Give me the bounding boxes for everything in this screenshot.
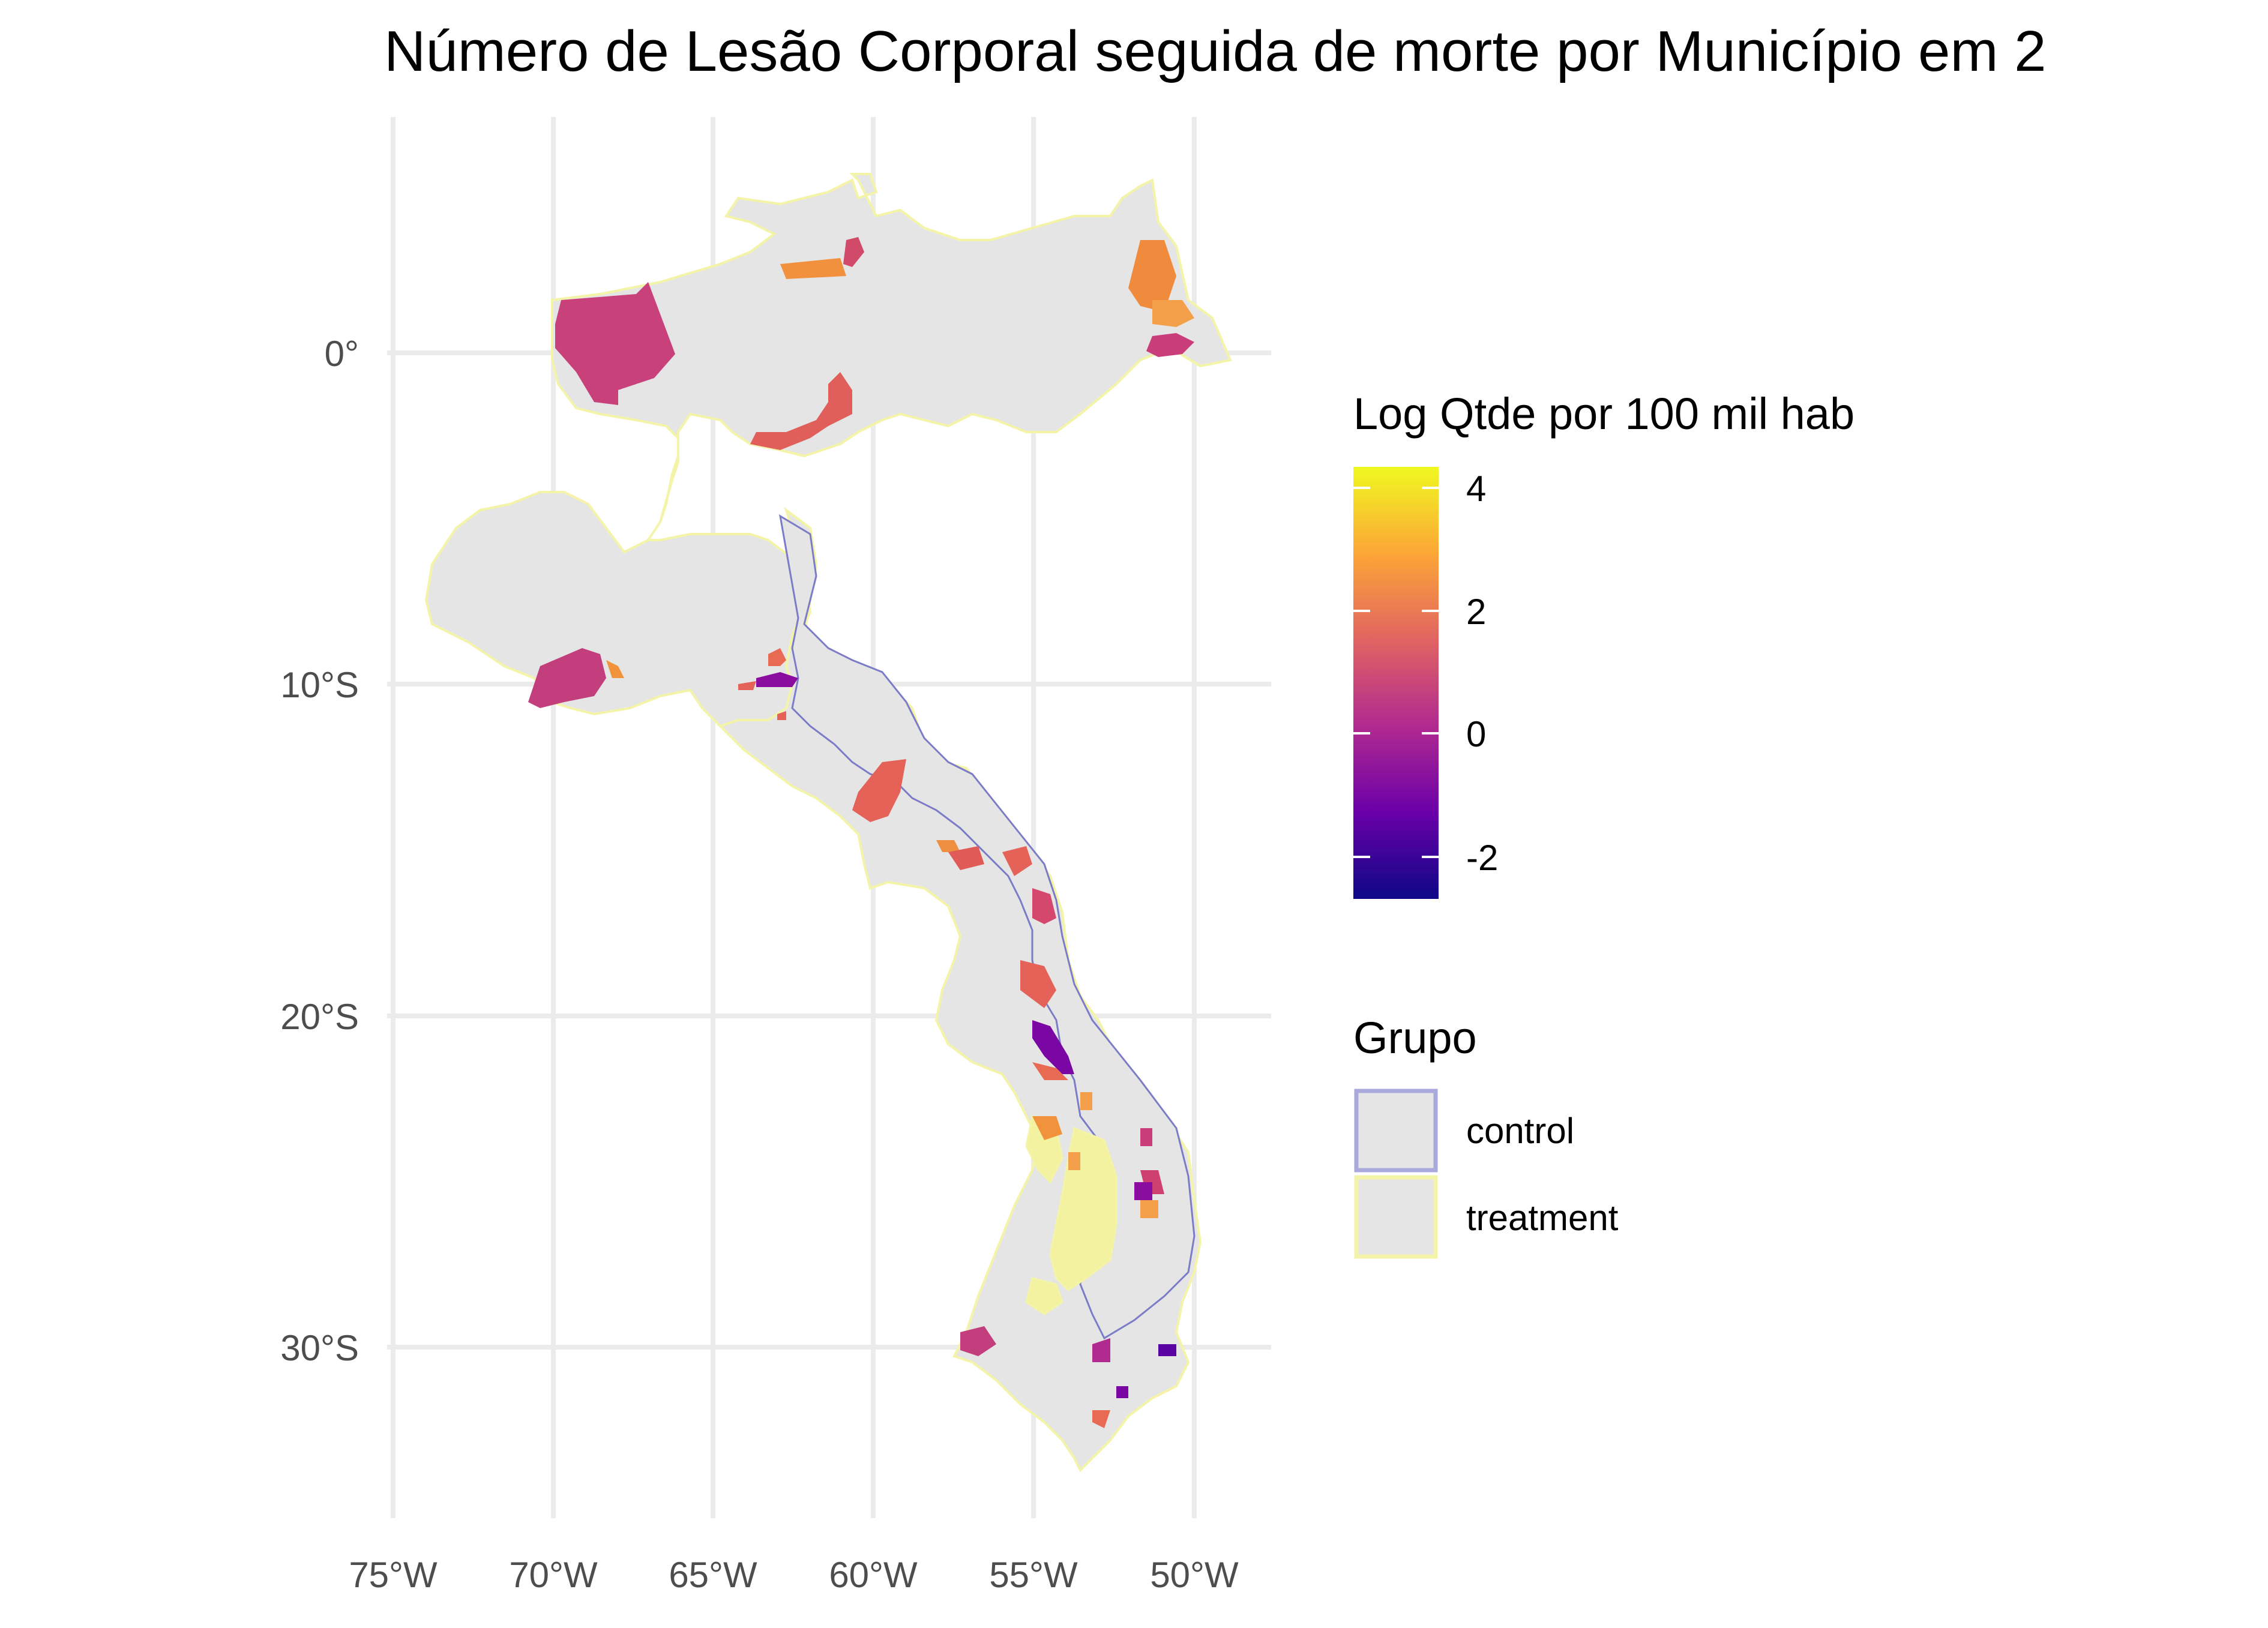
municipality (750, 372, 852, 450)
legend-key-control (1354, 1089, 1438, 1173)
municipality (960, 1326, 996, 1356)
colorbar-ticks (1353, 487, 1439, 858)
color-legend: Log Qtde por 100 mil hab 4 2 0 -2 (1353, 389, 1854, 899)
municipality (1146, 333, 1194, 357)
region-treatment-south (1049, 1126, 1117, 1291)
municipality (780, 258, 846, 279)
x-tick-label: 65°W (669, 1555, 757, 1595)
y-tick-label: 20°S (280, 997, 359, 1037)
x-tick-label: 60°W (829, 1555, 918, 1595)
municipality (1158, 1344, 1176, 1356)
municipality (936, 840, 960, 852)
region-west (718, 506, 1202, 1473)
municipality (1032, 1020, 1074, 1074)
municipality (1140, 1200, 1158, 1218)
y-tick-label: 30°S (280, 1328, 359, 1368)
colorbar-tick-label: 4 (1466, 469, 1486, 509)
municipality (777, 711, 786, 720)
legend-key-treatment (1354, 1175, 1438, 1259)
municipality (1020, 960, 1056, 1008)
group-legend-title: Grupo (1353, 1013, 1477, 1063)
municipality (1134, 1182, 1152, 1200)
plot-title: Número de Lesão Corporal seguida de mort… (384, 19, 2046, 83)
x-tick-label: 75°W (349, 1555, 438, 1595)
municipality (1032, 1116, 1062, 1140)
municipality (1116, 1386, 1128, 1398)
municipality (768, 648, 786, 666)
municipality (528, 648, 606, 708)
map-regions (424, 173, 1232, 1473)
legend-label-control: control (1466, 1111, 1574, 1151)
x-tick-label: 70°W (509, 1555, 598, 1595)
municipality (1128, 240, 1176, 312)
municipality (1092, 1338, 1110, 1362)
municipality (1068, 1152, 1080, 1170)
municipality (1152, 300, 1194, 327)
colorbar-tick-label: 0 (1466, 714, 1486, 754)
municipality (843, 237, 864, 267)
group-legend: Grupo control treatment (1353, 1013, 1619, 1259)
colorbar (1353, 467, 1439, 899)
municipality (1092, 1410, 1110, 1428)
municipality (1002, 846, 1032, 876)
x-tick-label: 50°W (1150, 1555, 1239, 1595)
x-tick-label: 55°W (989, 1555, 1078, 1595)
municipality (738, 681, 756, 690)
y-tick-label: 0° (325, 334, 359, 374)
municipality (555, 282, 675, 405)
municipality (948, 846, 984, 870)
region-north (424, 173, 1232, 728)
x-axis: 75°W 70°W 65°W 60°W 55°W 50°W (349, 1555, 1239, 1595)
municipality (606, 660, 624, 678)
municipality (756, 672, 798, 687)
region-treatment-south-2 (1025, 1277, 1063, 1315)
y-axis: 0° 10°S 20°S 30°S (280, 334, 359, 1368)
municipality (1032, 1062, 1068, 1080)
municipality (1080, 1092, 1092, 1110)
municipality (1032, 888, 1056, 924)
legend-label-treatment: treatment (1466, 1198, 1619, 1238)
municipality (852, 759, 906, 822)
colorbar-tick-label: 2 (1466, 592, 1486, 632)
colorbar-tick-label: -2 (1466, 838, 1498, 878)
color-legend-title: Log Qtde por 100 mil hab (1353, 389, 1854, 439)
highlighted-municipalities (528, 237, 1194, 1428)
y-tick-label: 10°S (280, 665, 359, 705)
municipality (1140, 1128, 1152, 1146)
